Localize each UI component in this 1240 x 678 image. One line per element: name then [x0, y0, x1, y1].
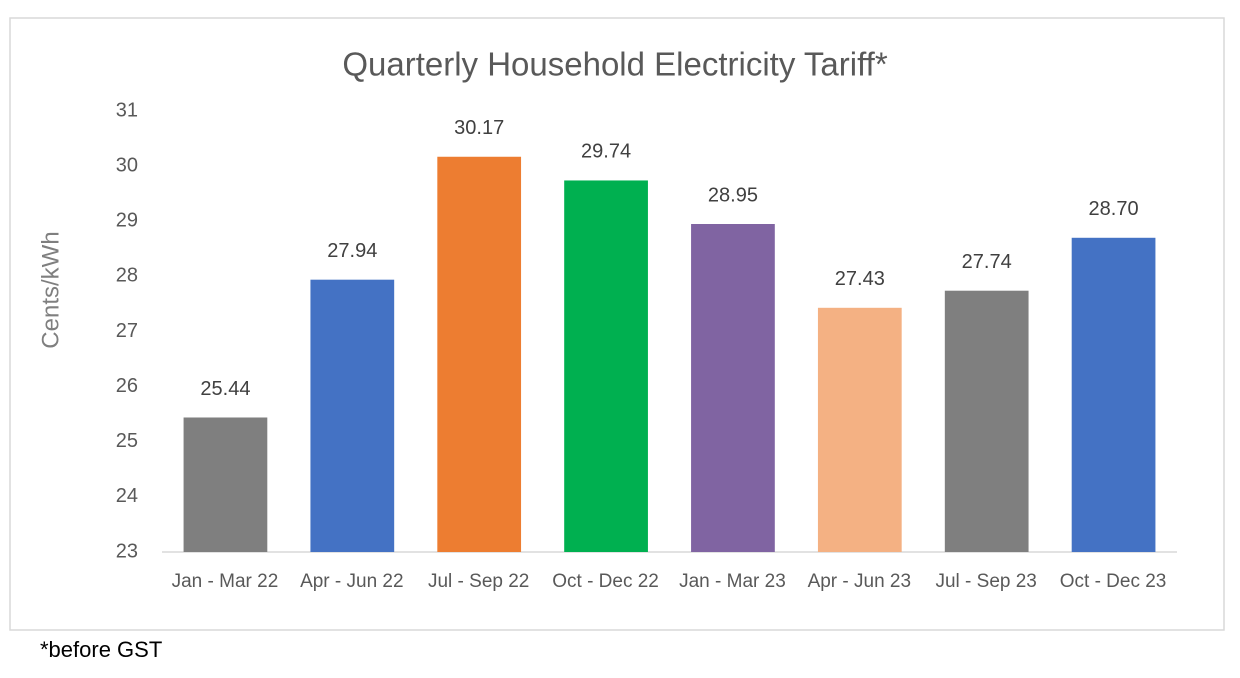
- data-label: 27.74: [962, 251, 1012, 273]
- data-label: 27.43: [835, 268, 885, 290]
- y-tick-label: 23: [116, 540, 138, 562]
- bar: [564, 180, 648, 552]
- bar: [183, 417, 268, 552]
- chart-title: Quarterly Household Electricity Tariff*: [342, 46, 887, 83]
- bar: [310, 279, 395, 552]
- x-tick-label: Jan - Mar 22: [172, 571, 279, 592]
- bar: [691, 224, 775, 552]
- x-tick-label: Jul - Sep 22: [428, 571, 529, 592]
- x-tick-label: Apr - Jun 22: [300, 571, 404, 592]
- y-tick-label: 30: [116, 154, 138, 176]
- bar: [437, 156, 522, 552]
- y-tick-label: 31: [116, 99, 138, 121]
- y-axis-label: Cents/kWh: [37, 231, 64, 348]
- data-label: 30.17: [454, 117, 504, 139]
- x-tick-label: Oct - Dec 22: [552, 571, 659, 592]
- y-tick-label: 24: [116, 485, 138, 507]
- data-label: 28.95: [708, 184, 758, 206]
- y-tick-label: 26: [116, 375, 138, 397]
- y-tick-label: 29: [116, 210, 138, 232]
- y-tick-label: 27: [116, 320, 138, 342]
- data-label: 25.44: [200, 378, 250, 400]
- x-tick-label: Jul - Sep 23: [935, 571, 1036, 592]
- x-tick-label: Jan - Mar 23: [679, 571, 786, 592]
- bar: [1071, 237, 1156, 552]
- data-label: 29.74: [581, 141, 631, 163]
- bar: [944, 290, 1029, 552]
- y-tick-label: 25: [116, 430, 138, 452]
- x-tick-label: Oct - Dec 23: [1060, 571, 1167, 592]
- bar: [817, 307, 902, 552]
- data-label: 28.70: [1089, 198, 1139, 220]
- footnote: *before GST: [40, 637, 162, 662]
- y-tick-label: 28: [116, 265, 138, 287]
- x-tick-label: Apr - Jun 23: [808, 571, 912, 592]
- data-label: 27.94: [327, 240, 377, 262]
